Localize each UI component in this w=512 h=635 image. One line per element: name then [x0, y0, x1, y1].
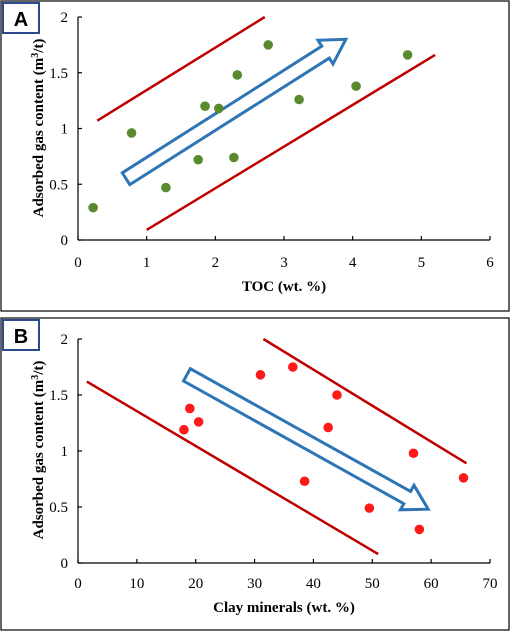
panel-a-data-point [351, 81, 361, 91]
panel-a-frame [0, 0, 510, 312]
panel-b-data-point [458, 473, 469, 483]
panel-a-y-axis-title: Adsorbed gas content (m3/t) [30, 39, 47, 218]
panel-b-x-tick-label: 20 [188, 576, 203, 592]
panel-a-x-tick-label: 6 [486, 255, 494, 271]
panel-a-label: A [14, 9, 28, 31]
panel-b-boundary-line [262, 337, 468, 465]
panel-a-data-point [263, 40, 274, 50]
panel-b: B 0 10 20 30 40 50 60 70 0 0.5 1 1.5 2 Clay minerals… [0, 317, 510, 631]
panel-a-data-point [213, 103, 224, 114]
panel-a-data-point [402, 50, 413, 60]
panel-a-plot: 0 1 2 3 4 5 6 0 0.5 1 1.5 2 [49, 10, 494, 271]
panel-a-y-tick-label: 2 [61, 10, 69, 26]
panel-b-data-point [408, 448, 419, 459]
panel-b-data-point [185, 403, 195, 414]
panel-a-label-box [2, 2, 40, 34]
panel-b-x-tick-label: 60 [424, 576, 439, 592]
panel-a-data-point [200, 101, 210, 111]
panel-b-y-tick-label: 2 [61, 332, 69, 348]
panel-b-x-tick-label: 40 [306, 576, 321, 592]
panel-a-data-point [294, 94, 304, 105]
panel-b-label: B [14, 326, 28, 348]
panel-a-x-axis-title: TOC (wt. %) [242, 279, 326, 295]
panel-a-y-tick-label: 0 [61, 233, 69, 249]
panel-a-data-point [232, 70, 243, 80]
panel-b-y-axis-title: Adsorbed gas content (m3/t) [30, 361, 47, 540]
panel-a-data-point [193, 154, 203, 165]
panel-b-y-tick-label: 1.5 [49, 388, 68, 404]
panel-b-y-tick-label: 1 [61, 444, 69, 460]
panel-a-x-tick-label: 5 [418, 255, 426, 271]
panel-b-x-tick-label: 50 [365, 576, 380, 592]
panel-a-data-point [161, 182, 171, 193]
panel-a-y-tick-label: 1.5 [49, 66, 68, 82]
panel-a-x-tick-label: 4 [349, 255, 357, 271]
panel-a-y-tick-label: 1 [61, 122, 69, 138]
panel-a-x-tick-label: 2 [212, 255, 220, 271]
panel-b-x-tick-label: 70 [483, 576, 498, 592]
panel-b-x-tick-label: 30 [247, 576, 262, 592]
panel-b-x-axis-title: Clay minerals (wt. %) [213, 600, 355, 616]
panel-b-data-point [288, 362, 298, 372]
panel-a-boundary-line [96, 15, 266, 122]
panel-b-data-point [332, 390, 342, 400]
panel-b-y-tick-label: 0 [61, 556, 69, 572]
panel-b-data-point [299, 476, 310, 487]
panel-b-data-point [364, 503, 375, 513]
panel-a-x-tick-label: 3 [280, 255, 288, 271]
panel-b-trend-arrow-icon [181, 366, 431, 512]
panel-b-data-point [179, 424, 189, 435]
panel-a-x-tick-label: 1 [143, 255, 151, 271]
panel-a: A 0 1 2 3 4 5 6 0 0.5 1 1.5 2 TOC (wt. %) Adsorbed … [0, 0, 510, 312]
panel-b-y-tick-label: 0.5 [49, 500, 68, 516]
panel-b-boundary-line [86, 380, 379, 556]
panel-b-x-tick-label: 10 [129, 576, 144, 592]
panel-b-data-point [323, 422, 333, 433]
panel-a-boundary-line [146, 53, 436, 232]
panel-a-x-tick-label: 0 [74, 255, 82, 271]
panel-a-data-point [229, 152, 239, 163]
panel-b-plot: 0 10 20 30 40 50 60 70 0 0.5 1 1.5 2 [49, 332, 497, 592]
panel-a-data-point [126, 128, 137, 138]
panel-b-frame [0, 317, 510, 631]
panel-b-data-point [414, 524, 425, 535]
panel-a-data-point [88, 202, 98, 213]
panel-b-x-tick-label: 0 [74, 576, 82, 592]
panel-a-y-tick-label: 0.5 [49, 177, 68, 193]
panel-b-data-point [255, 370, 266, 380]
panel-b-label-box [2, 319, 40, 351]
panel-b-data-point [193, 417, 204, 427]
panel-a-trend-arrow-icon [120, 37, 349, 187]
